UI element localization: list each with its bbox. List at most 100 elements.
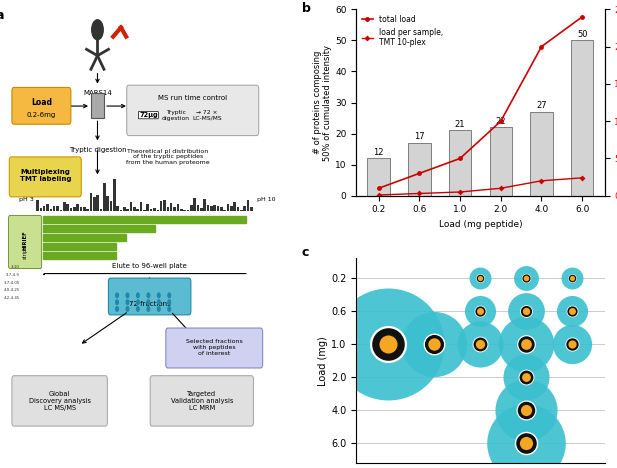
- Bar: [117, 206, 119, 212]
- Bar: [193, 198, 196, 212]
- Point: [568, 341, 578, 348]
- Point: [521, 407, 531, 414]
- Circle shape: [136, 293, 139, 298]
- Text: 3.7-4.05: 3.7-4.05: [4, 281, 20, 285]
- Point: [429, 341, 439, 348]
- Bar: [173, 206, 176, 212]
- Bar: [43, 234, 126, 241]
- Point: [521, 341, 531, 348]
- Point: [476, 341, 486, 348]
- Point: [476, 274, 486, 282]
- Point: [521, 274, 531, 282]
- Point: [521, 307, 531, 315]
- FancyBboxPatch shape: [166, 328, 263, 368]
- Point: [568, 274, 578, 282]
- Bar: [140, 202, 143, 212]
- Bar: [233, 202, 236, 212]
- Bar: [77, 204, 79, 212]
- Bar: [106, 197, 109, 212]
- Circle shape: [126, 293, 129, 298]
- Bar: [571, 40, 594, 196]
- Point: [568, 341, 578, 348]
- Circle shape: [168, 300, 170, 305]
- Bar: [86, 209, 89, 212]
- Bar: [110, 201, 112, 212]
- Circle shape: [147, 307, 150, 311]
- Circle shape: [126, 300, 129, 305]
- Bar: [210, 205, 213, 212]
- Bar: [113, 179, 115, 212]
- Point: [476, 307, 486, 315]
- FancyBboxPatch shape: [9, 157, 81, 197]
- Point: [521, 341, 531, 348]
- Text: 72μg: 72μg: [139, 112, 158, 118]
- Point: [384, 341, 394, 348]
- Circle shape: [116, 307, 118, 311]
- Bar: [60, 211, 62, 212]
- Point: [476, 274, 486, 282]
- Bar: [130, 202, 133, 212]
- Y-axis label: Load (mg): Load (mg): [318, 336, 328, 386]
- Bar: [247, 200, 249, 212]
- Bar: [123, 207, 126, 212]
- Bar: [136, 209, 139, 212]
- Bar: [36, 200, 39, 212]
- Point: [429, 341, 439, 348]
- Bar: [43, 216, 246, 223]
- Bar: [126, 209, 129, 212]
- Point: [521, 407, 531, 414]
- Point: [521, 440, 531, 447]
- Text: 12: 12: [373, 147, 384, 157]
- Text: Tryptic digestion: Tryptic digestion: [68, 147, 126, 153]
- Bar: [73, 206, 75, 212]
- Point: [476, 341, 486, 348]
- Bar: [43, 206, 46, 212]
- Bar: [93, 197, 96, 212]
- Legend: PSM, Peptide, Protein: PSM, Peptide, Protein: [614, 341, 617, 380]
- Circle shape: [92, 20, 103, 40]
- Text: b: b: [302, 2, 310, 15]
- Text: HIRIEF: HIRIEF: [22, 230, 27, 250]
- Text: → 72 ×
LC-MS/MS: → 72 × LC-MS/MS: [193, 110, 222, 121]
- Text: MARS14: MARS14: [83, 90, 112, 96]
- Bar: [217, 206, 219, 212]
- Point: [429, 341, 439, 348]
- Text: Elute to 96-well plate: Elute to 96-well plate: [112, 263, 187, 269]
- Point: [521, 307, 531, 315]
- Point: [568, 307, 578, 315]
- Bar: [223, 211, 226, 212]
- Circle shape: [126, 307, 129, 311]
- Bar: [170, 203, 173, 212]
- Point: [384, 341, 394, 348]
- Bar: [70, 208, 72, 212]
- Bar: [186, 210, 189, 212]
- Text: Tryptic
digestion: Tryptic digestion: [162, 110, 190, 121]
- Bar: [49, 209, 52, 212]
- Point: [568, 274, 578, 282]
- Bar: [250, 207, 253, 212]
- FancyBboxPatch shape: [126, 85, 259, 136]
- Point: [521, 307, 531, 315]
- Bar: [408, 143, 431, 196]
- FancyBboxPatch shape: [12, 376, 107, 426]
- Point: [521, 440, 531, 447]
- Bar: [183, 211, 186, 212]
- Bar: [226, 204, 230, 212]
- Point: [476, 274, 486, 282]
- Circle shape: [157, 293, 160, 298]
- Bar: [80, 207, 82, 212]
- Bar: [53, 206, 56, 212]
- Text: 22: 22: [495, 117, 506, 125]
- Point: [521, 407, 531, 414]
- Bar: [83, 207, 86, 212]
- Bar: [157, 210, 159, 212]
- Point: [429, 341, 439, 348]
- Circle shape: [168, 307, 170, 311]
- Bar: [204, 199, 206, 212]
- Bar: [133, 207, 136, 212]
- Bar: [43, 225, 155, 232]
- Bar: [207, 205, 209, 212]
- Circle shape: [157, 307, 160, 311]
- Point: [476, 307, 486, 315]
- Text: pH 3: pH 3: [19, 197, 33, 202]
